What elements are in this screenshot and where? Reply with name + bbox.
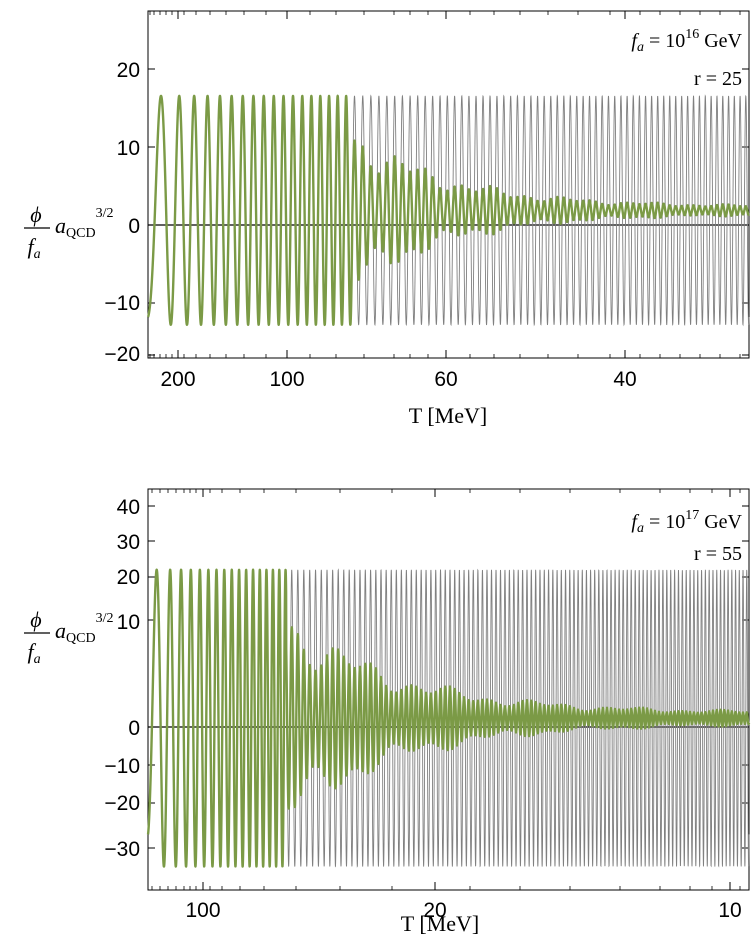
x-tick-label: 60 [434, 368, 457, 391]
y-axis-title: ϕ fa aQCD3/2 [24, 202, 113, 262]
x-axis-title: T [MeV] [409, 403, 487, 428]
plot-frame-bottom [147, 488, 750, 891]
y-tick-label: 10 [117, 611, 140, 634]
y-label-phi: ϕ [30, 607, 41, 632]
y-label-aqcd: aQCD3/2 [55, 206, 113, 241]
y-tick-label: 10 [117, 137, 140, 160]
y-tick-label: 0 [128, 215, 140, 238]
series-green-line [146, 94, 751, 326]
x-tick-label: 100 [269, 368, 304, 391]
y-label-fa: fa [27, 234, 40, 262]
x-tick-label: 200 [160, 368, 195, 391]
x-tick-label: 100 [185, 899, 220, 922]
top-panel: 20 10 0 −10 −20 200 100 60 40 T [MeV] ϕ … [24, 10, 751, 428]
annotation-r: r = 55 [694, 543, 742, 565]
y-tick-label: −20 [104, 792, 140, 815]
y-tick-label: −30 [104, 838, 140, 861]
x-tick-label: 40 [613, 368, 636, 391]
y-tick-label: −10 [104, 755, 140, 778]
y-label-phi: ϕ [30, 202, 41, 227]
bottom-series-group [146, 568, 751, 868]
top-ticks [148, 11, 749, 358]
top-series-group [146, 94, 751, 327]
y-tick-label: 20 [117, 566, 140, 589]
y-tick-label: 0 [128, 717, 140, 740]
y-tick-label: 20 [117, 59, 140, 82]
annotation-r: r = 25 [694, 68, 742, 90]
y-tick-label: −20 [104, 343, 140, 366]
x-axis-title: T [MeV] [401, 911, 479, 935]
y-label-fa: fa [27, 639, 40, 667]
annotation-fa: fa = 1017 GeV [631, 508, 742, 536]
y-axis-title: ϕ fa aQCD3/2 [24, 607, 113, 667]
x-tick-label: 20 [423, 899, 446, 922]
annotation-fa: fa = 1016 GeV [631, 27, 742, 55]
plot-frame-top [147, 10, 750, 359]
y-tick-label: −10 [104, 292, 140, 315]
series-green-line [146, 568, 751, 868]
y-tick-label: 40 [117, 496, 140, 519]
y-label-aqcd: aQCD3/2 [55, 611, 113, 646]
x-tick-label: 10 [718, 899, 741, 922]
y-tick-label: 30 [117, 531, 140, 554]
bottom-panel: 40 30 20 10 0 −10 −20 −30 100 20 10 T [M… [24, 488, 751, 935]
